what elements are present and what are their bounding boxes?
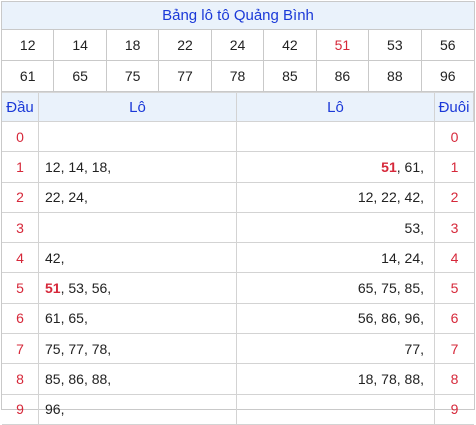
duoi-cell: 7 (435, 334, 474, 365)
lo-right-cell (237, 394, 435, 425)
dau-cell: 5 (2, 273, 39, 304)
numbers-row-2: 61 65 75 77 78 85 86 88 96 (2, 61, 474, 92)
number-cell: 51 (317, 30, 370, 60)
number-cell: 86 (317, 61, 370, 91)
number-cell: 12 (2, 30, 55, 60)
dau-cell: 7 (2, 334, 39, 365)
dau-cell: 4 (2, 243, 39, 274)
lo-left-cell: 12, 14, 18, (39, 152, 237, 183)
header-lo-right: Lô (237, 93, 435, 122)
numbers-row-1: 12 14 18 22 24 42 51 53 56 (2, 30, 474, 61)
lo-right-cell: 18, 78, 88, (237, 364, 435, 395)
number-cell: 96 (439, 68, 456, 84)
header-dau: Đầu (2, 93, 39, 122)
dau-cell: 9 (2, 394, 39, 425)
lo-right-cell: 12, 22, 42, (237, 182, 435, 213)
number-cell: 85 (264, 61, 317, 91)
number-cell: 42 (264, 30, 317, 60)
lo-left-cell (39, 212, 237, 244)
section-divider (2, 92, 474, 93)
number-cell: 24 (212, 30, 265, 60)
number-cell: 88 (369, 61, 422, 91)
lo-left-cell: 75, 77, 78, (39, 334, 237, 365)
number-cell: 77 (159, 61, 212, 91)
duoi-cell: 2 (435, 183, 474, 213)
number-cell: 65 (54, 61, 107, 91)
duoi-cell: 4 (435, 243, 474, 274)
lo-left-cell: 51, 53, 56, (39, 273, 237, 304)
number-cell: 18 (107, 30, 160, 60)
number-cell: 53 (369, 30, 422, 60)
lo-left-cell: 85, 86, 88, (39, 364, 237, 395)
number-cell: 22 (159, 30, 212, 60)
number-cell: 14 (54, 30, 107, 60)
duoi-cell: 0 (435, 122, 474, 153)
table-title: Bảng lô tô Quảng Bình (2, 2, 474, 30)
lo-right-cell: 77, (237, 334, 435, 365)
duoi-cell: 5 (435, 273, 474, 304)
duoi-cell: 9 (435, 395, 474, 425)
lo-right-cell: 14, 24, (237, 243, 435, 274)
lo-left-cell (39, 122, 237, 153)
lo-left-cell: 42, (39, 243, 237, 274)
header-lo-left: Lô (39, 93, 237, 122)
duoi-cell: 8 (435, 364, 474, 395)
lo-left-cell: 61, 65, (39, 303, 237, 335)
lo-right-cell: 56, 86, 96, (237, 303, 435, 335)
dau-cell: 6 (2, 303, 39, 335)
duoi-cell: 3 (435, 213, 474, 244)
duoi-cell: 1 (435, 152, 474, 183)
header-duoi: Đuôi (435, 93, 474, 122)
lo-right-cell (237, 122, 435, 153)
dau-cell: 0 (2, 122, 39, 153)
dau-cell: 2 (2, 182, 39, 213)
number-cell: 78 (212, 61, 265, 91)
number-cell: 61 (2, 61, 55, 91)
number-cell: 75 (107, 61, 160, 91)
lo-right-cell: 65, 75, 85, (237, 273, 435, 304)
dau-duoi-table: Đầu Lô Lô Đuôi 0 0 1 12, 14, 18, 51, 61, 1 2 22… (2, 93, 474, 425)
lo-right-cell: 53, (237, 212, 435, 244)
dau-cell: 1 (2, 152, 39, 183)
number-cell: 56 (439, 37, 456, 53)
dau-cell: 3 (2, 212, 39, 244)
lo-left-cell: 96, (39, 394, 237, 425)
lo-left-cell: 22, 24, (39, 182, 237, 213)
dau-cell: 8 (2, 364, 39, 395)
lo-right-cell: 51, 61, (237, 152, 435, 183)
duoi-cell: 6 (435, 304, 474, 335)
